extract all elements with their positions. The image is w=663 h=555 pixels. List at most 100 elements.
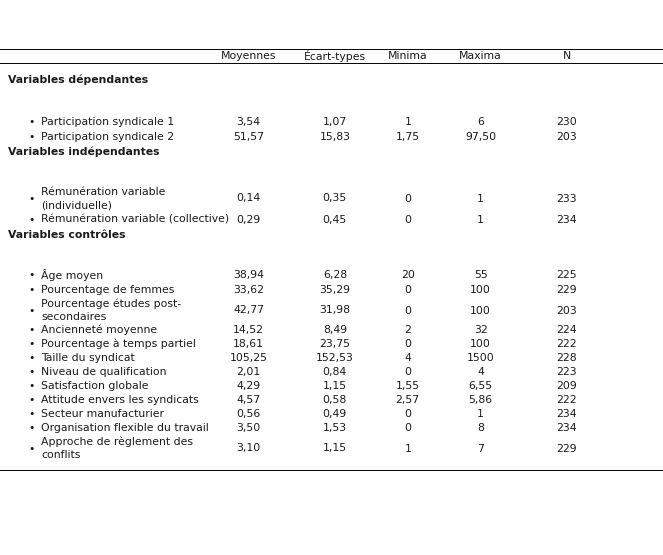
Text: 3,50: 3,50 [237, 423, 261, 433]
Text: 0: 0 [404, 409, 411, 419]
Text: 222: 222 [556, 395, 577, 405]
Text: Organisation flexible du travail: Organisation flexible du travail [41, 423, 209, 433]
Text: 7: 7 [477, 443, 484, 453]
Text: 1: 1 [404, 117, 411, 127]
Text: conflits: conflits [41, 450, 80, 460]
Text: Rémunération variable (collective): Rémunération variable (collective) [41, 215, 229, 225]
Text: 209: 209 [556, 381, 577, 391]
Text: 2: 2 [404, 325, 411, 335]
Text: 2,01: 2,01 [237, 367, 261, 377]
Text: Pourcentage à temps partiel: Pourcentage à temps partiel [41, 339, 196, 349]
Text: 228: 228 [556, 353, 577, 363]
Text: Attitude envers les syndicats: Attitude envers les syndicats [41, 395, 199, 405]
Text: 1,75: 1,75 [396, 132, 420, 142]
Text: Minima: Minima [388, 51, 428, 61]
Text: 222: 222 [556, 339, 577, 349]
Text: Écart-types: Écart-types [304, 50, 366, 62]
Text: 0,49: 0,49 [323, 409, 347, 419]
Text: 1,15: 1,15 [323, 443, 347, 453]
Text: 0,29: 0,29 [237, 215, 261, 225]
Text: Maxima: Maxima [459, 51, 502, 61]
Text: 0,58: 0,58 [323, 395, 347, 405]
Text: Pourcentage de femmes: Pourcentage de femmes [41, 285, 174, 295]
Text: 33,62: 33,62 [233, 285, 264, 295]
Text: 229: 229 [556, 443, 577, 453]
Text: •: • [29, 353, 35, 363]
Text: 105,25: 105,25 [229, 353, 268, 363]
Text: Participation syndicale 2: Participation syndicale 2 [41, 132, 174, 142]
Text: 234: 234 [556, 409, 577, 419]
Text: 1,15: 1,15 [323, 381, 347, 391]
Text: 0,84: 0,84 [323, 367, 347, 377]
Text: •: • [29, 381, 35, 391]
Text: •: • [29, 395, 35, 405]
Text: Participation syndicale 1: Participation syndicale 1 [41, 117, 174, 127]
Text: 15,83: 15,83 [320, 132, 350, 142]
Text: 0: 0 [404, 339, 411, 349]
Text: 31,98: 31,98 [320, 305, 350, 315]
Text: 32: 32 [474, 325, 487, 335]
Text: secondaires: secondaires [41, 312, 106, 322]
Text: 152,53: 152,53 [316, 353, 354, 363]
Text: 1,07: 1,07 [323, 117, 347, 127]
Text: 6,55: 6,55 [469, 381, 493, 391]
Text: 3,10: 3,10 [237, 443, 261, 453]
Text: •: • [29, 215, 35, 225]
Text: 234: 234 [556, 423, 577, 433]
Text: 23,75: 23,75 [320, 339, 350, 349]
Text: Satisfaction globale: Satisfaction globale [41, 381, 149, 391]
Text: •: • [29, 325, 35, 335]
Text: Variables indépendantes: Variables indépendantes [8, 147, 160, 157]
Text: Variables dépendantes: Variables dépendantes [8, 75, 148, 85]
Text: •: • [29, 423, 35, 433]
Text: 224: 224 [556, 325, 577, 335]
Text: 55: 55 [474, 270, 487, 280]
Text: 100: 100 [470, 339, 491, 349]
Text: 4: 4 [404, 353, 411, 363]
Text: 100: 100 [470, 305, 491, 315]
Text: 0,45: 0,45 [323, 215, 347, 225]
Text: 100: 100 [470, 285, 491, 295]
Text: 0: 0 [404, 423, 411, 433]
Text: Taille du syndicat: Taille du syndicat [41, 353, 135, 363]
Text: •: • [29, 117, 35, 127]
Text: 0: 0 [404, 285, 411, 295]
Text: Variables contrôles: Variables contrôles [8, 230, 125, 240]
Text: Moyennes: Moyennes [221, 51, 276, 61]
Text: •: • [29, 367, 35, 377]
Text: 0: 0 [404, 194, 411, 204]
Text: •: • [29, 285, 35, 295]
Text: •: • [29, 132, 35, 142]
Text: 2,57: 2,57 [396, 395, 420, 405]
Text: 97,50: 97,50 [465, 132, 496, 142]
Text: 203: 203 [556, 132, 577, 142]
Text: •: • [29, 409, 35, 419]
Text: (individuelle): (individuelle) [41, 200, 112, 210]
Text: Niveau de qualification: Niveau de qualification [41, 367, 166, 377]
Text: 223: 223 [556, 367, 577, 377]
Text: 203: 203 [556, 305, 577, 315]
Text: 0: 0 [404, 367, 411, 377]
Text: 229: 229 [556, 285, 577, 295]
Text: 4,29: 4,29 [237, 381, 261, 391]
Text: 1,53: 1,53 [323, 423, 347, 433]
Text: 0,14: 0,14 [237, 194, 261, 204]
Text: •: • [29, 270, 35, 280]
Text: 20: 20 [401, 270, 414, 280]
Text: 233: 233 [556, 194, 577, 204]
Text: 42,77: 42,77 [233, 305, 264, 315]
Text: 1500: 1500 [467, 353, 495, 363]
Text: 1: 1 [477, 215, 484, 225]
Text: 5,86: 5,86 [469, 395, 493, 405]
Text: 1: 1 [477, 409, 484, 419]
Text: •: • [29, 339, 35, 349]
Text: 51,57: 51,57 [233, 132, 264, 142]
Text: 14,52: 14,52 [233, 325, 264, 335]
Text: Ancienneté moyenne: Ancienneté moyenne [41, 325, 157, 335]
Text: 230: 230 [556, 117, 577, 127]
Text: Secteur manufacturier: Secteur manufacturier [41, 409, 164, 419]
Text: Pourcentage études post-: Pourcentage études post- [41, 299, 181, 309]
Text: 8: 8 [477, 423, 484, 433]
Text: Âge moyen: Âge moyen [41, 269, 103, 281]
Text: •: • [29, 305, 35, 315]
